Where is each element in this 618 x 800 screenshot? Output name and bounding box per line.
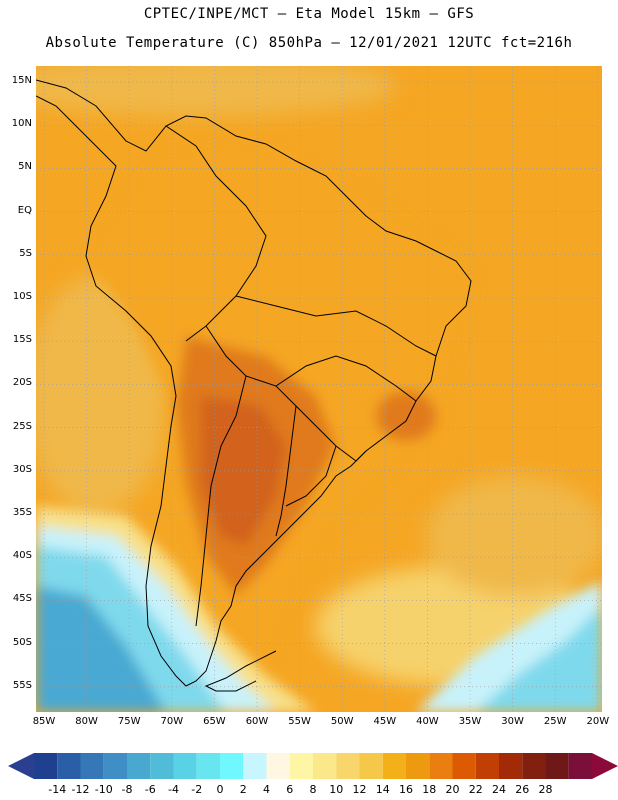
colorbar-cell bbox=[243, 753, 267, 779]
map-title: CPTEC/INPE/MCT – Eta Model 15km – GFS bbox=[143, 6, 475, 22]
colorbar-cell bbox=[406, 753, 430, 779]
lon-tick-label: 80W bbox=[75, 716, 98, 727]
colorbar-cell bbox=[34, 753, 58, 779]
colorbar-label: 8 bbox=[309, 783, 317, 796]
lat-tick-label: 5S bbox=[19, 247, 32, 259]
colorbar bbox=[8, 753, 618, 779]
colorbar-cell bbox=[196, 753, 220, 779]
colorbar-label: -12 bbox=[71, 783, 90, 796]
lat-tick-label: 45S bbox=[12, 593, 32, 605]
colorbar-cell bbox=[313, 753, 337, 779]
colorbar-label: -6 bbox=[144, 783, 156, 796]
lat-tick-label: 5N bbox=[18, 161, 32, 173]
lon-tick-label: 85W bbox=[32, 716, 56, 727]
field-hot-east bbox=[376, 391, 436, 441]
colorbar-cell bbox=[103, 753, 127, 779]
colorbar-label: 2 bbox=[239, 783, 247, 796]
field-cool-north bbox=[36, 66, 396, 116]
colorbar-cell bbox=[289, 753, 313, 779]
colorbar-cell bbox=[475, 753, 499, 779]
colorbar-label: 22 bbox=[468, 783, 483, 796]
lat-tick-label: 30S bbox=[12, 463, 32, 475]
colorbar-cell bbox=[359, 753, 383, 779]
lat-tick-label: 55S bbox=[12, 679, 32, 691]
lat-tick-label: 35S bbox=[12, 507, 32, 518]
colorbar-cell bbox=[266, 753, 290, 779]
colorbar-cell bbox=[150, 753, 174, 779]
colorbar-label: 28 bbox=[538, 783, 553, 796]
colorbar-label: 24 bbox=[492, 783, 506, 796]
colorbar-low-arrow bbox=[8, 753, 34, 779]
coastline bbox=[36, 79, 472, 692]
lon-tick-label: 70W bbox=[160, 716, 184, 727]
colorbar-label: 12 bbox=[352, 783, 367, 796]
colorbar-label: -8 bbox=[121, 783, 133, 796]
lat-tick-label: 20S bbox=[12, 377, 32, 389]
colorbar-label: 26 bbox=[515, 783, 530, 796]
field-cold-southeast-pale bbox=[416, 581, 602, 712]
colorbar-cell bbox=[452, 753, 476, 779]
colorbar-high-arrow bbox=[592, 753, 618, 779]
lat-tick-label: 15S bbox=[12, 334, 32, 346]
colorbar-cell bbox=[568, 753, 592, 779]
lon-tick-label: 45W bbox=[373, 716, 397, 727]
lon-tick-label: 30W bbox=[501, 716, 524, 727]
colorbar-cell bbox=[545, 753, 569, 779]
colorbar-label: 6 bbox=[286, 783, 294, 796]
colorbar-label: -14 bbox=[48, 783, 67, 796]
colorbar-label: 14 bbox=[375, 783, 390, 796]
colorbar-label: 4 bbox=[263, 783, 270, 796]
lat-tick-label: 15N bbox=[11, 75, 32, 86]
colorbar-cell bbox=[429, 753, 453, 779]
lat-tick-label: 10S bbox=[12, 291, 32, 302]
colorbar-label: 10 bbox=[329, 783, 344, 796]
field-cool-pacific bbox=[36, 276, 166, 516]
lon-tick-label: 20W bbox=[586, 716, 610, 727]
lon-tick-label: 35W bbox=[458, 716, 482, 727]
lat-tick-label: EQ bbox=[17, 204, 32, 216]
colorbar-cell bbox=[127, 753, 151, 779]
lon-tick-label: 75W bbox=[117, 716, 141, 727]
lon-tick-label: 65W bbox=[203, 716, 226, 727]
colorbar-cell bbox=[57, 753, 81, 779]
lat-tick-label: 50S bbox=[12, 636, 32, 648]
lat-tick-label: 10N bbox=[11, 118, 32, 130]
colorbar-label: 20 bbox=[445, 783, 460, 796]
field-cool-east bbox=[426, 476, 602, 596]
colorbar-cell bbox=[80, 753, 104, 779]
lon-tick-label: 60W bbox=[245, 716, 269, 727]
field-cold-deep bbox=[36, 586, 166, 712]
colorbar-cell bbox=[173, 753, 197, 779]
lat-tick-label: 25S bbox=[12, 420, 32, 432]
colorbar-cell bbox=[382, 753, 406, 779]
colorbar-label: -2 bbox=[191, 783, 203, 796]
map-subtitle: Absolute Temperature (C) 850hPa – 12/01/… bbox=[45, 35, 573, 51]
colorbar-label: 16 bbox=[399, 783, 413, 796]
colorbar-label: -4 bbox=[168, 783, 179, 796]
colorbar-cell bbox=[336, 753, 360, 779]
colorbar-label: 0 bbox=[216, 783, 224, 796]
colorbar-cell bbox=[499, 753, 523, 779]
colorbar-label: 18 bbox=[422, 783, 437, 796]
field-hot-core bbox=[201, 396, 286, 546]
colorbar-cell bbox=[522, 753, 546, 779]
colorbar-cell bbox=[220, 753, 244, 779]
lon-tick-label: 55W bbox=[288, 716, 311, 727]
temperature-map bbox=[36, 66, 602, 712]
lon-tick-label: 50W bbox=[330, 716, 354, 727]
lon-tick-label: 25W bbox=[543, 716, 567, 727]
colorbar-label: -10 bbox=[94, 783, 113, 796]
lat-tick-label: 40S bbox=[12, 550, 32, 562]
lon-tick-label: 40W bbox=[416, 716, 439, 727]
